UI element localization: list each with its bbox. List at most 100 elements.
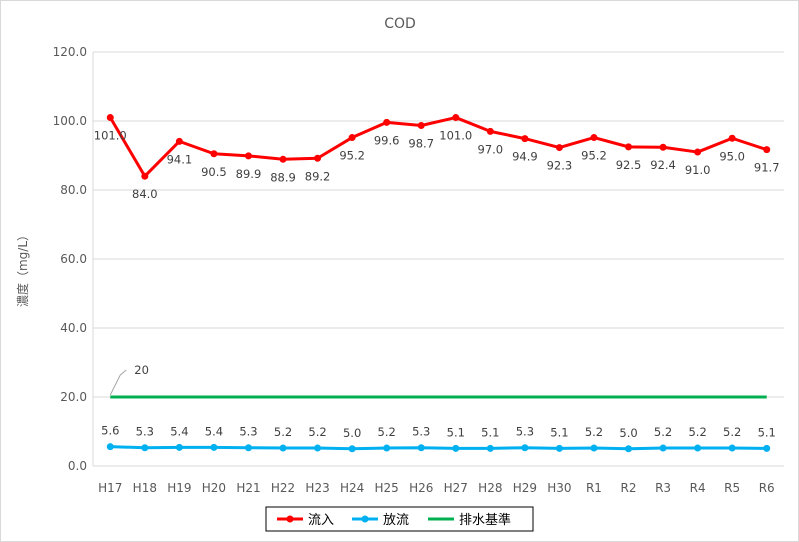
data-point-outflow [314,444,322,452]
data-label-inflow: 99.6 [374,133,400,147]
y-tick-label: 120.0 [53,45,87,59]
data-point-outflow [244,444,252,452]
legend-box [265,506,534,532]
data-label-inflow: 89.2 [305,169,331,183]
legend-label-inflow: 流入 [308,513,334,528]
x-tick-label: H23 [305,481,329,495]
data-point-outflow [348,445,356,453]
x-tick-label: R6 [759,481,775,495]
x-tick-label: H28 [478,481,502,495]
data-label-inflow: 88.9 [270,170,296,184]
data-label-outflow: 5.3 [412,425,430,439]
data-label-inflow: 92.4 [650,158,676,172]
data-label-inflow: 91.7 [754,161,780,175]
x-tick-label: H18 [133,481,157,495]
data-point-outflow [763,444,771,452]
data-label-outflow: 5.6 [101,424,119,438]
data-point-inflow [417,121,425,129]
x-tick-label: R2 [621,481,637,495]
y-tick-label: 0.0 [68,459,87,473]
data-point-outflow [452,444,460,452]
x-tick-label: H26 [409,481,433,495]
x-axis-ticks: H17 H18 H19 H20 H21 H22 H23 H24 H25 H26 H27 H28 H29 H… [98,481,775,495]
x-tick-label: H27 [444,481,468,495]
data-label-inflow: 94.9 [512,150,538,164]
x-tick-label: H22 [271,481,295,495]
data-label-inflow: 95.0 [719,149,745,163]
data-label-outflow: 5.3 [136,425,154,439]
series-line-inflow [108,116,768,178]
y-axis-ticks: 0.0 20.0 40.0 60.0 80.0 100.0 120.0 [53,45,87,473]
data-point-inflow [486,127,494,135]
data-point-outflow [175,443,183,451]
legend-label-standard: 排水基準 [459,512,511,528]
data-point-inflow [555,144,563,152]
x-tick-label: R5 [724,481,740,495]
x-tick-label: H29 [513,481,537,495]
data-point-inflow [210,150,218,158]
data-label-inflow: 84.0 [132,187,158,201]
x-tick-label: H30 [547,481,571,495]
y-tick-label: 80.0 [60,183,87,197]
data-point-inflow [141,172,149,180]
data-point-outflow [555,444,563,452]
data-label-outflow: 5.1 [481,425,499,439]
data-label-inflow: 91.0 [685,163,711,177]
data-label-inflow: 101.0 [94,129,127,143]
data-point-inflow [452,114,460,122]
series-line-outflow [110,445,767,451]
y-tick-label: 100.0 [53,114,87,128]
data-point-outflow [383,444,391,452]
data-label-outflow: 5.2 [654,425,672,439]
data-point-inflow [279,155,287,163]
data-label-outflow: 5.3 [516,425,534,439]
y-tick-label: 60.0 [60,252,87,266]
data-label-outflow: 5.2 [274,425,292,439]
data-point-inflow [175,137,183,145]
data-label-outflow: 5.1 [758,425,776,439]
x-tick-label: H21 [236,481,260,495]
data-label-outflow: 5.4 [205,424,223,438]
data-label-outflow: 5.2 [378,425,396,439]
x-tick-label: R1 [586,481,602,495]
series-layer [106,114,771,453]
data-label-inflow: 95.2 [339,149,365,163]
data-point-outflow [106,443,114,451]
data-point-inflow [106,114,114,122]
data-point-inflow [244,152,252,160]
data-point-inflow [728,134,736,142]
legend: 流入 放流 排水基準 [265,506,534,532]
annotation-leader [109,369,127,396]
data-point-inflow [625,143,633,151]
legend-label-outflow: 放流 [383,513,409,528]
data-label-inflow: 94.1 [167,152,193,166]
data-point-outflow [590,444,598,452]
data-point-inflow [659,143,667,151]
y-tick-label: 20.0 [60,390,87,404]
legend-item-inflow: 流入 [277,513,334,528]
data-point-inflow [590,134,598,142]
x-tick-label: R4 [690,481,706,495]
data-point-outflow [694,444,702,452]
data-label-outflow: 5.2 [585,425,603,439]
data-label-inflow: 95.2 [581,149,607,163]
data-label-inflow: 97.0 [478,142,504,156]
data-label-inflow: 92.3 [547,159,573,173]
x-tick-label: H25 [375,481,399,495]
gridlines [92,51,784,467]
data-point-outflow [659,444,667,452]
x-tick-label: H20 [202,481,226,495]
annotation-standard-value: 20 [134,363,149,377]
x-tick-label: H24 [340,481,364,495]
data-point-outflow [521,444,529,452]
data-point-outflow [728,444,736,452]
chart-title: COD [384,16,416,32]
data-label-outflow: 5.2 [688,425,706,439]
data-point-inflow [348,134,356,142]
data-label-outflow: 5.1 [447,425,465,439]
y-tick-label: 40.0 [60,321,87,335]
data-label-outflow: 5.1 [550,425,568,439]
data-label-inflow: 98.7 [408,136,434,150]
